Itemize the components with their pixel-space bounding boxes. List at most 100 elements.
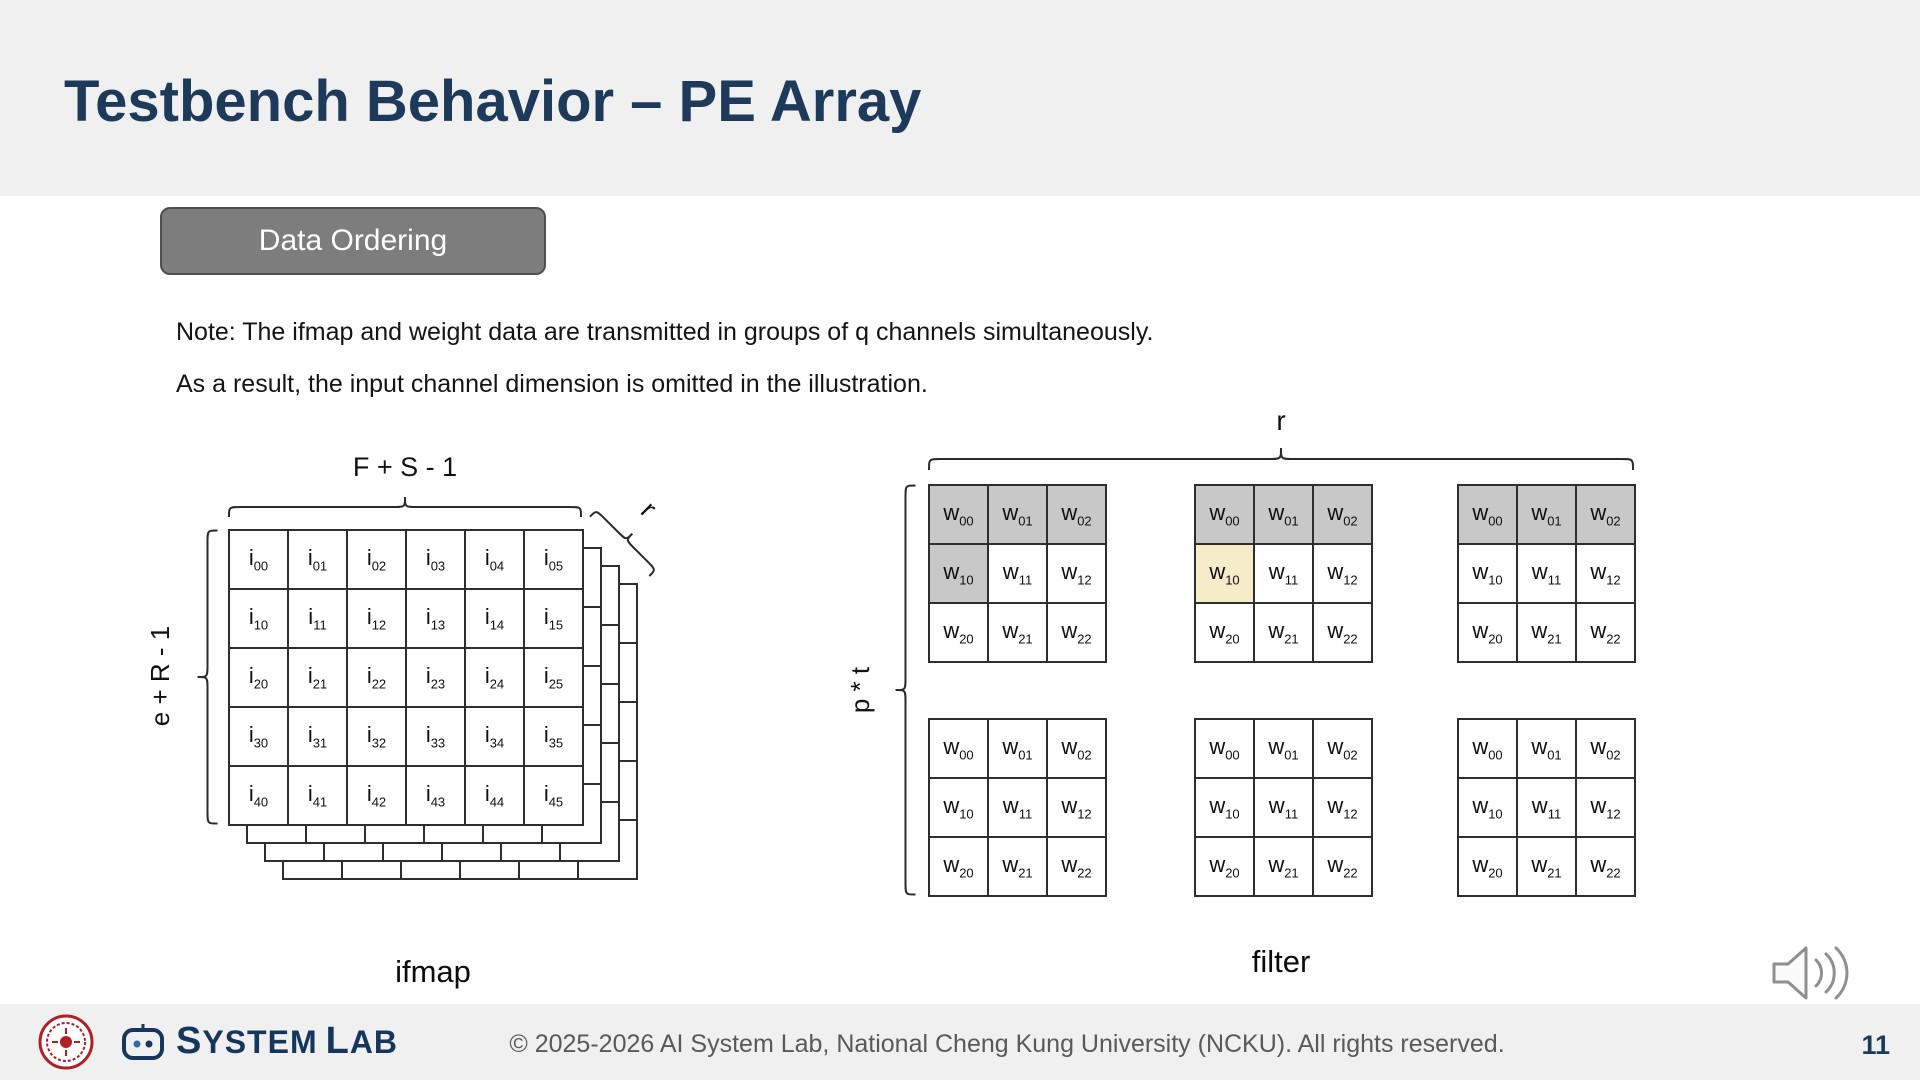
note-text: Note: The ifmap and weight data are tran… (176, 318, 1153, 422)
filter-pt-label: p * t (845, 666, 875, 714)
matrix-cell: i02 (347, 530, 406, 589)
matrix-cell: w00 (929, 719, 988, 778)
matrix-cell: i25 (524, 648, 583, 707)
matrix-cell: i01 (288, 530, 347, 589)
matrix-cell: w20 (1458, 603, 1517, 662)
note-line-2: As a result, the input channel dimension… (176, 370, 928, 398)
matrix-cell: w10 (929, 544, 988, 603)
matrix-cell: w20 (1195, 603, 1254, 662)
matrix-cell: w02 (1576, 719, 1635, 778)
matrix-cell: i30 (229, 707, 288, 766)
matrix-cell: i22 (347, 648, 406, 707)
matrix-cell: i04 (465, 530, 524, 589)
matrix-cell: i13 (406, 589, 465, 648)
matrix-cell: i23 (406, 648, 465, 707)
matrix-cell: i03 (406, 530, 465, 589)
logo-text: SYSTEM LAB (176, 1020, 398, 1063)
matrix-cell: w10 (1458, 778, 1517, 837)
matrix-cell: i42 (347, 766, 406, 825)
matrix-cell: i34 (465, 707, 524, 766)
matrix-cell: w01 (988, 485, 1047, 544)
matrix-cell: w10 (1195, 778, 1254, 837)
matrix-cell: w11 (1517, 544, 1576, 603)
matrix-cell: w22 (1313, 837, 1372, 896)
matrix-cell: w10 (1458, 544, 1517, 603)
matrix-cell: w12 (1576, 544, 1635, 603)
matrix-cell: w12 (1313, 544, 1372, 603)
matrix-cell: w20 (1458, 837, 1517, 896)
matrix-cell: w11 (988, 544, 1047, 603)
filter-r-brace (928, 447, 1634, 471)
matrix-cell: i43 (406, 766, 465, 825)
filter-caption: filter (1251, 944, 1311, 979)
matrix-cell: w01 (1517, 719, 1576, 778)
matrix-cell: i14 (465, 589, 524, 648)
matrix-cell: w11 (1254, 544, 1313, 603)
matrix-cell: w00 (929, 485, 988, 544)
matrix-cell: w02 (1313, 719, 1372, 778)
matrix-cell: i21 (288, 648, 347, 707)
matrix-cell: i12 (347, 589, 406, 648)
note-line-1: Note: The ifmap and weight data are tran… (176, 318, 1154, 346)
ifmap-width-label: F + S - 1 (352, 452, 458, 482)
matrix-cell: w10 (929, 778, 988, 837)
matrix-cell: w00 (1458, 719, 1517, 778)
ncku-seal-icon (38, 1014, 94, 1070)
matrix-cell: w21 (1517, 837, 1576, 896)
matrix-cell: w20 (929, 837, 988, 896)
matrix-cell: w12 (1576, 778, 1635, 837)
ifmap-width-brace (228, 496, 582, 518)
ifmap-stack: i00 i01 i02 i03 i04 i05 i10 i11 i12 i13 i14 i15 i20 i… (228, 529, 638, 880)
matrix-cell: i15 (524, 589, 583, 648)
matrix-cell: w22 (1047, 837, 1106, 896)
ifmap-height-brace (197, 529, 218, 825)
filter-matrix-2: w00 w01 w02 w10 w11 w12 w20 w21 w22 (1194, 484, 1373, 663)
matrix-cell: w02 (1576, 485, 1635, 544)
matrix-cell: i05 (524, 530, 583, 589)
header-band (0, 0, 1920, 196)
matrix-cell: w01 (988, 719, 1047, 778)
matrix-cell: w21 (1517, 603, 1576, 662)
matrix-cell: w02 (1047, 485, 1106, 544)
matrix-cell: w21 (1254, 603, 1313, 662)
filter-matrix-4: w00 w01 w02 w10 w11 w12 w20 w21 w22 (928, 718, 1107, 897)
matrix-cell: w20 (1195, 837, 1254, 896)
matrix-cell: i41 (288, 766, 347, 825)
filter-pt-brace (895, 484, 916, 896)
matrix-cell: w11 (988, 778, 1047, 837)
page-number: 11 (1861, 1030, 1890, 1060)
data-ordering-tag: Data Ordering (160, 207, 546, 275)
matrix-cell: w22 (1576, 603, 1635, 662)
matrix-cell: w01 (1254, 485, 1313, 544)
matrix-cell: w12 (1047, 544, 1106, 603)
matrix-cell: i40 (229, 766, 288, 825)
ifmap-height-label: e + R - 1 (145, 625, 175, 727)
filter-matrix-1: w00 w01 w02 w10 w11 w12 w20 w21 w22 (928, 484, 1107, 663)
matrix-cell: w02 (1047, 719, 1106, 778)
matrix-cell: w01 (1254, 719, 1313, 778)
matrix-cell: w00 (1458, 485, 1517, 544)
matrix-cell: w12 (1313, 778, 1372, 837)
logo-lab-word: LAB (325, 1020, 399, 1062)
matrix-cell: w12 (1047, 778, 1106, 837)
copyright-text: © 2025-2026 AI System Lab, National Chen… (509, 1030, 1505, 1058)
matrix-cell: i44 (465, 766, 524, 825)
filter-matrix-6: w00 w01 w02 w10 w11 w12 w20 w21 w22 (1457, 718, 1636, 897)
matrix-cell: w22 (1313, 603, 1372, 662)
matrix-cell: w22 (1576, 837, 1635, 896)
speaker-icon[interactable] (1768, 940, 1868, 1006)
matrix-cell: i10 (229, 589, 288, 648)
matrix-cell: w21 (988, 603, 1047, 662)
matrix-cell: i31 (288, 707, 347, 766)
matrix-cell: w11 (1517, 778, 1576, 837)
matrix-cell: w22 (1047, 603, 1106, 662)
matrix-cell: w00 (1195, 719, 1254, 778)
page-title: Testbench Behavior – PE Array (64, 69, 922, 134)
matrix-cell: i24 (465, 648, 524, 707)
matrix-cell: w21 (1254, 837, 1313, 896)
matrix-cell: i11 (288, 589, 347, 648)
matrix-cell: i20 (229, 648, 288, 707)
filter-matrix-3: w00 w01 w02 w10 w11 w12 w20 w21 w22 (1457, 484, 1636, 663)
footer-band (0, 1004, 1920, 1080)
